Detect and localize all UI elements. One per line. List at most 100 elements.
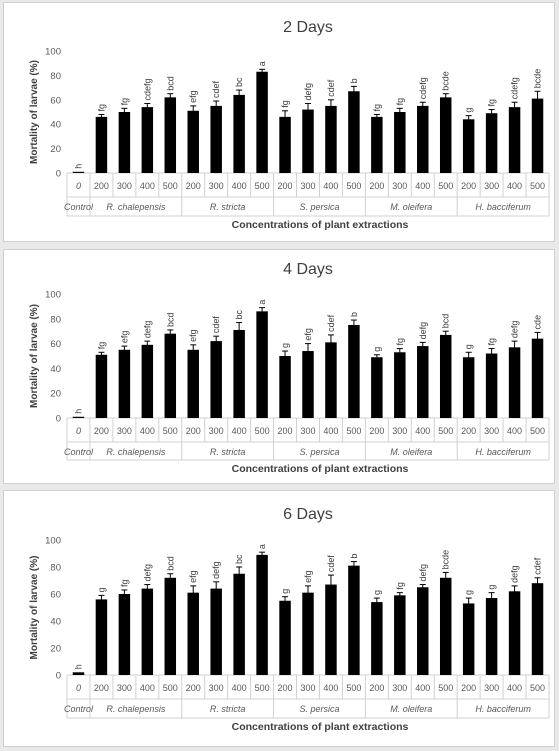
y-tick-label: 0 bbox=[56, 414, 61, 425]
bar bbox=[141, 344, 154, 418]
concentration-label: 200 bbox=[461, 181, 476, 191]
concentration-label: 200 bbox=[94, 426, 109, 436]
bar bbox=[485, 113, 498, 173]
bar bbox=[462, 357, 475, 418]
concentration-label: 500 bbox=[438, 426, 453, 436]
group-label-s-persica: S. persica bbox=[299, 447, 339, 457]
significance-label: bc bbox=[234, 310, 244, 320]
bar bbox=[485, 598, 498, 675]
significance-label: fg bbox=[372, 104, 382, 112]
bar bbox=[508, 107, 521, 173]
concentration-label: 300 bbox=[392, 181, 407, 191]
bar bbox=[531, 583, 544, 675]
bar bbox=[508, 591, 521, 675]
bar bbox=[279, 116, 291, 173]
significance-label: g bbox=[280, 343, 290, 348]
y-tick-label: 40 bbox=[50, 120, 61, 131]
bar bbox=[118, 112, 131, 173]
concentration-label: 400 bbox=[415, 426, 430, 436]
concentration-label: 500 bbox=[255, 426, 270, 436]
bar bbox=[417, 346, 429, 418]
bar bbox=[302, 351, 314, 418]
concentration-label: 500 bbox=[530, 426, 545, 436]
bar bbox=[187, 592, 199, 675]
y-tick-label: 100 bbox=[45, 536, 61, 547]
concentration-label: 0 bbox=[76, 426, 81, 436]
concentration-label: 200 bbox=[186, 181, 201, 191]
significance-label: g bbox=[464, 108, 474, 113]
group-label-r-stricta: R. stricta bbox=[210, 704, 246, 714]
y-tick-label: 20 bbox=[50, 389, 61, 400]
bar bbox=[325, 342, 337, 418]
significance-label: g bbox=[487, 585, 497, 590]
group-label-r-stricta: R. stricta bbox=[210, 447, 246, 457]
concentration-label: 200 bbox=[278, 426, 293, 436]
group-label-h-bacciferum: H. bacciferum bbox=[475, 202, 531, 212]
x-axis-label: Concentrations of plant extractions bbox=[232, 721, 409, 733]
y-tick-label: 80 bbox=[50, 563, 61, 574]
concentration-label: 400 bbox=[232, 181, 247, 191]
concentration-label: 0 bbox=[76, 683, 81, 693]
bar bbox=[256, 71, 268, 173]
bar bbox=[325, 584, 337, 675]
bar bbox=[485, 353, 498, 418]
bar bbox=[371, 357, 383, 418]
y-tick-label: 100 bbox=[45, 47, 61, 58]
significance-label: defg bbox=[303, 83, 313, 101]
y-tick-label: 0 bbox=[56, 671, 61, 682]
concentration-label: 400 bbox=[140, 426, 155, 436]
chart-6-days: 6 Days 0 20 40 60 80 100 Mortality of larvae (%… bbox=[29, 506, 550, 733]
group-label-m-oleifera: M. oleifera bbox=[390, 202, 432, 212]
y-tick-label: 40 bbox=[50, 364, 61, 375]
bar bbox=[394, 595, 406, 675]
significance-label: fg bbox=[280, 100, 290, 108]
bar bbox=[141, 107, 154, 173]
concentration-label: 400 bbox=[232, 426, 247, 436]
concentration-label: 200 bbox=[278, 181, 293, 191]
y-tick-label: 60 bbox=[50, 339, 61, 350]
significance-label: h bbox=[73, 164, 83, 169]
bar bbox=[371, 602, 383, 675]
concentration-label: 300 bbox=[209, 181, 224, 191]
concentration-label: 300 bbox=[484, 426, 499, 436]
concentration-label: 400 bbox=[232, 683, 247, 693]
significance-label: fg bbox=[395, 582, 405, 590]
significance-label: fg bbox=[96, 342, 106, 350]
concentration-label: 300 bbox=[392, 426, 407, 436]
chart-panel-2-days: 2 Days 0 20 40 60 80 100 Mortality of larvae (%… bbox=[3, 2, 555, 242]
significance-label: defg bbox=[510, 321, 520, 339]
significance-label: defg bbox=[142, 321, 152, 339]
y-tick-label: 60 bbox=[50, 590, 61, 601]
bar bbox=[439, 577, 452, 675]
significance-label: b bbox=[349, 78, 359, 83]
chart-panel-6-days: 6 Days 0 20 40 60 80 100 Mortality of larvae (%… bbox=[3, 490, 555, 747]
concentration-label: 0 bbox=[76, 181, 81, 191]
concentration-label: 300 bbox=[300, 683, 315, 693]
concentration-label: 500 bbox=[530, 181, 545, 191]
bar bbox=[233, 94, 245, 173]
group-label-control: Control bbox=[64, 447, 94, 457]
significance-label: bcde bbox=[441, 550, 451, 570]
significance-label: efg bbox=[303, 328, 313, 341]
y-axis-label: Mortality of larvae (%) bbox=[29, 60, 40, 164]
significance-label: efg bbox=[188, 329, 198, 342]
bar bbox=[118, 349, 131, 418]
bar bbox=[210, 105, 222, 173]
concentration-label: 300 bbox=[300, 181, 315, 191]
chart-panel-4-days: 4 Days 0 20 40 60 80 100 Mortality of larvae (%… bbox=[3, 249, 555, 484]
bar bbox=[279, 600, 291, 675]
bar bbox=[233, 573, 245, 675]
x-axis-label: Concentrations of plant extractions bbox=[232, 219, 409, 231]
bar bbox=[371, 116, 383, 173]
concentration-label: 500 bbox=[163, 181, 178, 191]
bar bbox=[95, 599, 108, 675]
concentration-label: 400 bbox=[140, 181, 155, 191]
group-label-r-chalepensis: R. chalepensis bbox=[106, 704, 166, 714]
concentration-label: 300 bbox=[484, 181, 499, 191]
bar bbox=[439, 97, 452, 173]
significance-label: fg bbox=[487, 338, 497, 346]
significance-label: g bbox=[464, 590, 474, 595]
significance-label: bcde bbox=[533, 69, 543, 89]
bar bbox=[439, 334, 452, 418]
significance-label: bc bbox=[234, 554, 244, 564]
